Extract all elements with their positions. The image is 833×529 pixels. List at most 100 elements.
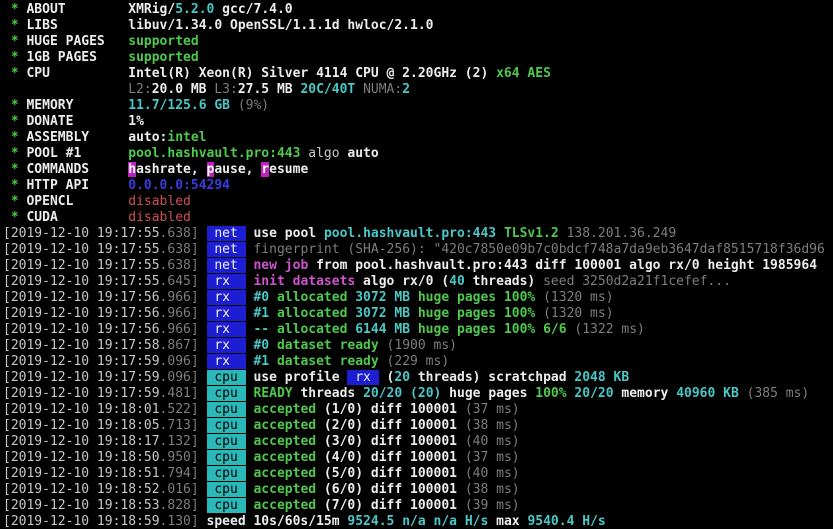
text-segment: memory [613,386,677,401]
text-segment: 20/20 [574,386,614,401]
field-label: COMMANDS [26,162,90,177]
text-segment [199,290,207,305]
terminal-line: [2019-12-10 19:18:52.016] cpu accepted (… [3,482,833,498]
text-segment: (4/0) diff 100001 [316,450,465,465]
text-segment: (37 ms) [464,450,520,465]
bullet: * [3,18,27,33]
timestamp: [2019-12-10 19:17:56 [3,290,160,305]
timestamp: [2019-12-10 19:17:59 [3,370,160,385]
text-segment: 40 [449,274,465,289]
timestamp: [2019-12-10 19:18:59 [3,514,160,529]
text-segment: allocated [269,322,356,337]
terminal-line: [2019-12-10 19:17:59.096] rx #1 dataset … [3,354,833,370]
text-segment: H/s [464,514,497,529]
text-segment: .966] [159,306,199,321]
text-segment: 138.201.36.249 [566,226,677,241]
text-segment: .638] [159,258,199,273]
bullet: * [3,130,27,145]
text-segment [199,258,207,273]
field-label: DONATE [26,114,74,129]
text-segment: huge pages 100% [410,290,544,305]
text-segment: ashrate, [136,162,207,177]
timestamp: [2019-12-10 19:18:50 [3,450,160,465]
terminal-line: [2019-12-10 19:17:55.645] rx init datase… [3,274,833,290]
text-segment: max [496,514,528,529]
text-segment [73,98,128,113]
text-segment [199,498,207,513]
text-segment: (38 ms) [464,418,520,433]
text-segment: (1322 ms) [574,322,645,337]
text-segment: (6/0) diff 100001 [316,482,465,497]
text-segment: huge pages [441,386,536,401]
text-segment: 2048 KB [574,370,630,385]
terminal-line: * HTTP API 0.0.0.0:54294 [3,178,833,194]
cpu-badge: cpu [206,498,246,513]
field-label: POOL #1 [26,146,82,161]
text-segment: from pool.hashvault.pro:443 diff 100001 … [308,258,818,273]
timestamp: [2019-12-10 19:17:59 [3,386,160,401]
text-segment: auto [347,146,379,161]
text-segment: .966] [159,322,199,337]
terminal-line: * DONATE 1% [3,114,833,130]
terminal-line: [2019-12-10 19:17:56.966] rx #0 allocate… [3,290,833,306]
text-segment: (9%) [237,98,270,113]
field-label: HTTP API [26,178,90,193]
text-segment: .828] [159,498,199,513]
text-segment: .096] [159,370,199,385]
bullet: * [3,114,27,129]
field-label: OPENCL [26,194,74,209]
field-label: ASSEMBLY [26,130,90,145]
terminal-line: [2019-12-10 19:18:50.950] cpu accepted (… [3,450,833,466]
text-segment [199,306,207,321]
text-segment: .130] [159,514,199,529]
terminal-line: [2019-12-10 19:17:55.638] net use pool p… [3,226,833,242]
cpu-badge: cpu [206,434,246,449]
text-segment: 9540.4 H/s [527,514,606,529]
text-segment: #0 [253,290,270,305]
text-segment: (2/0) diff 100001 [316,418,465,433]
cpu-badge: cpu [206,402,246,417]
text-segment [199,482,207,497]
text-segment: supported [128,50,199,65]
text-segment: pool.hashvault.pro:443 [128,146,301,161]
text-segment: 3072 MB [355,290,411,305]
text-segment: #1 [253,306,270,321]
cpu-badge: cpu [206,370,246,385]
text-segment: accepted [253,498,317,513]
text-segment: accepted [253,450,317,465]
terminal-line: [2019-12-10 19:17:55.638] net fingerprin… [3,242,833,258]
timestamp: [2019-12-10 19:18:53 [3,498,160,513]
timestamp: [2019-12-10 19:18:05 [3,418,160,433]
text-segment: .950] [159,450,199,465]
text-segment [66,2,129,17]
text-segment [89,178,128,193]
text-segment: #0 [253,338,270,353]
text-segment [199,450,207,465]
text-segment: accepted [253,482,317,497]
text-segment: x64 AES [496,66,551,81]
text-segment [199,322,207,337]
text-segment: accepted [253,402,317,417]
rx-badge: rx [206,354,246,369]
hotkey-hashrate: h [128,162,137,177]
text-segment: accepted [253,418,317,433]
text-segment [73,114,128,129]
text-segment: threads) [464,274,544,289]
text-segment [199,418,207,433]
terminal-line: * ASSEMBLY auto:intel [3,130,833,146]
text-segment: use pool [253,226,324,241]
field-label: MEMORY [26,98,74,113]
hotkey-resume: r [261,162,270,177]
text-segment: dataset ready [269,354,387,369]
terminal-line: * CUDA disabled [3,210,833,226]
text-segment [199,402,207,417]
text-segment: (40 ms) [464,434,520,449]
text-segment: Intel(R) Xeon(R) Silver 4114 CPU @ 2.20G… [128,66,497,81]
field-label: ABOUT [26,2,66,17]
text-segment: (1320 ms) [543,306,614,321]
text-segment: dataset ready [269,338,387,353]
text-segment [73,194,128,209]
text-segment: allocated [269,306,356,321]
timestamp: [2019-12-10 19:17:55 [3,274,160,289]
text-segment: 9524.5 [347,514,403,529]
